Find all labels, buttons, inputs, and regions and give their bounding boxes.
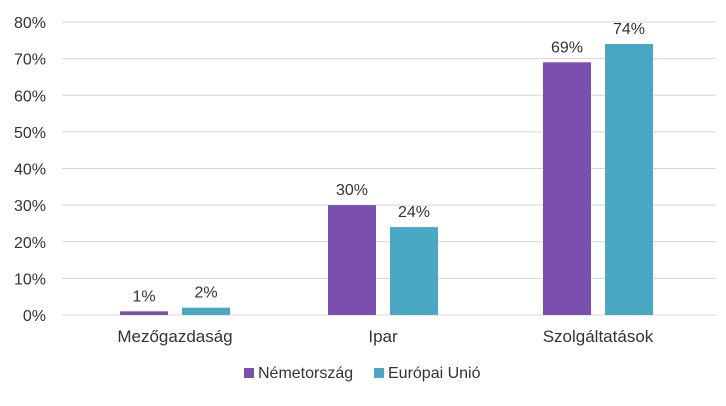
y-tick-label: 80% — [14, 15, 46, 32]
bar-eu — [182, 307, 230, 315]
data-label: 24% — [398, 204, 430, 221]
data-label: 69% — [551, 39, 583, 56]
bar-eu — [605, 43, 653, 315]
data-label: 2% — [194, 285, 217, 302]
legend-swatch — [244, 368, 254, 378]
legend-swatch — [374, 368, 384, 378]
category-label: Mezőgazdaság — [117, 327, 232, 346]
bar-eu — [390, 227, 438, 315]
legend-label: Németország — [258, 365, 353, 382]
y-tick-label: 30% — [14, 198, 46, 215]
category-label: Ipar — [368, 327, 398, 346]
data-label: 1% — [132, 288, 155, 305]
bar-germany — [120, 311, 168, 315]
y-tick-label: 70% — [14, 52, 46, 69]
y-tick-label: 60% — [14, 88, 46, 105]
y-tick-label: 20% — [14, 235, 46, 252]
y-tick-label: 10% — [14, 271, 46, 288]
y-tick-label: 50% — [14, 125, 46, 142]
data-label: 74% — [613, 21, 645, 38]
legend-label: Európai Unió — [388, 365, 481, 382]
bar-germany — [328, 205, 376, 315]
y-tick-label: 0% — [23, 308, 46, 325]
category-label: Szolgáltatások — [543, 327, 654, 346]
data-label: 30% — [336, 182, 368, 199]
y-tick-label: 40% — [14, 162, 46, 179]
bar-germany — [543, 62, 591, 315]
